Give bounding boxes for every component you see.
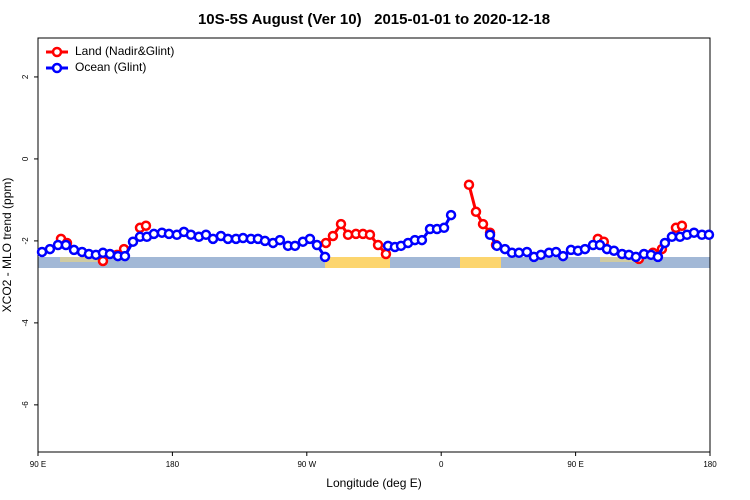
x-tick-label: 0 bbox=[439, 460, 444, 469]
data-point bbox=[327, 230, 339, 242]
data-point bbox=[445, 209, 457, 221]
legend-marker bbox=[51, 46, 63, 58]
data-point bbox=[44, 243, 56, 255]
data-point bbox=[304, 233, 316, 245]
data-point bbox=[311, 239, 323, 251]
data-point bbox=[470, 206, 482, 218]
x-tick-label: 90 W bbox=[297, 460, 316, 469]
data-point bbox=[127, 236, 139, 247]
legend-label: Land (Nadir&Glint) bbox=[75, 44, 174, 58]
data-point bbox=[119, 250, 131, 262]
data-point bbox=[579, 243, 591, 255]
y-tick-label: 0 bbox=[21, 156, 30, 161]
data-point bbox=[676, 220, 688, 231]
data-point bbox=[703, 229, 715, 241]
data-point bbox=[274, 234, 286, 246]
data-point bbox=[652, 251, 664, 263]
x-axis-label: Longitude (deg E) bbox=[326, 476, 421, 490]
data-point bbox=[320, 237, 332, 249]
x-tick-label: 180 bbox=[703, 460, 717, 469]
data-point bbox=[535, 249, 547, 261]
map-strip bbox=[38, 257, 710, 268]
data-point bbox=[484, 229, 496, 241]
data-point bbox=[60, 239, 72, 251]
data-point bbox=[463, 179, 475, 190]
data-point bbox=[666, 231, 678, 243]
x-tick-label: 180 bbox=[166, 460, 180, 469]
data-point bbox=[148, 228, 160, 240]
y-tick-label: 2 bbox=[21, 74, 30, 79]
data-point bbox=[477, 218, 489, 230]
data-point bbox=[659, 237, 671, 249]
data-point bbox=[557, 250, 569, 262]
data-point bbox=[521, 246, 533, 258]
data-point bbox=[68, 244, 80, 256]
data-point bbox=[364, 229, 376, 241]
data-point bbox=[630, 251, 642, 263]
data-point bbox=[140, 220, 152, 231]
data-point bbox=[289, 240, 301, 252]
x-tick-label: 90 E bbox=[30, 460, 46, 469]
data-point bbox=[319, 251, 331, 263]
data-point bbox=[608, 245, 620, 256]
y-tick-label: -6 bbox=[21, 401, 30, 409]
data-point bbox=[97, 255, 109, 267]
y-axis-label: XCO2 - MLO trend (ppm) bbox=[0, 178, 14, 313]
data-point bbox=[335, 218, 347, 230]
data-point bbox=[380, 248, 392, 260]
data-point bbox=[416, 234, 428, 246]
chart-title: 10S-5S August (Ver 10) 2015-01-01 to 202… bbox=[198, 11, 550, 28]
legend-marker bbox=[51, 62, 63, 74]
data-point bbox=[222, 233, 234, 245]
data-point bbox=[438, 222, 450, 234]
plot-frame bbox=[37, 37, 711, 453]
y-tick-label: -2 bbox=[21, 237, 30, 245]
data-point bbox=[491, 240, 503, 252]
data-point bbox=[372, 239, 384, 251]
legend-label: Ocean (Glint) bbox=[75, 60, 146, 74]
y-tick-label: -4 bbox=[21, 319, 30, 327]
data-point bbox=[259, 235, 271, 247]
x-tick-label: 90 E bbox=[567, 460, 583, 469]
